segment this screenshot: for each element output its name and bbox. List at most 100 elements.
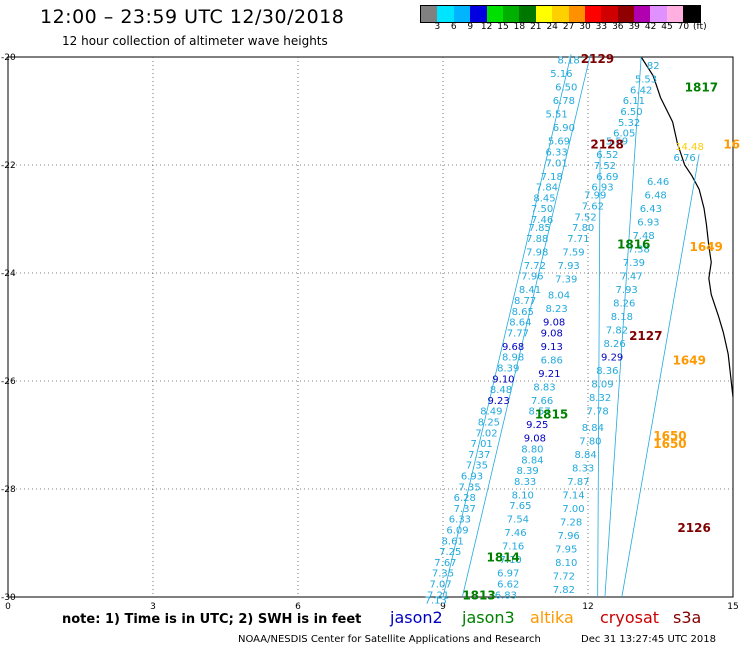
wave-height-value: 7.59	[562, 247, 584, 258]
coastline	[640, 56, 734, 398]
pass-id-label: 2126	[677, 521, 710, 535]
wave-height-value: 8.26	[613, 299, 635, 310]
color-scale-tick: 30	[579, 22, 591, 32]
wave-height-value: 8.84	[574, 450, 596, 461]
color-scale-tick: 70	[677, 22, 690, 32]
wave-height-value: 8.49	[480, 407, 502, 418]
wave-height-value: 5.69	[548, 137, 570, 148]
wave-height-value: 6.93	[461, 472, 483, 483]
wave-height-value: 8.36	[596, 366, 618, 377]
wave-height-value: 7.84	[536, 183, 558, 194]
wave-height-value: 7.35	[466, 461, 488, 472]
wave-height-value: 6.33	[449, 515, 471, 526]
wave-height-value: 8.57	[529, 407, 551, 418]
y-tick-label: -20	[1, 53, 16, 63]
wave-height-value: 6.86	[541, 355, 563, 366]
wave-height-value: 7.50	[531, 204, 553, 215]
track-line	[461, 54, 591, 598]
track-line	[597, 148, 601, 598]
wave-height-value: 7.54	[507, 515, 529, 526]
wave-height-value: 9.08	[524, 434, 546, 445]
pass-id-label: 1650	[653, 437, 686, 451]
wave-height-value: 7.67	[434, 558, 456, 569]
wave-height-value: 9.08	[541, 328, 563, 339]
wave-height-value: 8.61	[442, 536, 464, 547]
wave-height-value: 7.78	[587, 407, 609, 418]
wave-height-value: 6.48	[645, 191, 667, 202]
wave-height-value: 7.93	[558, 261, 580, 272]
wave-height-value: 6.05	[613, 129, 635, 140]
color-scale-tick: 42	[644, 22, 657, 32]
wave-height-value: 82	[647, 61, 660, 72]
x-tick-label: 15	[727, 602, 738, 612]
wave-height-value: 7.66	[531, 396, 553, 407]
wave-height-value: 8.80	[521, 445, 543, 456]
color-swatch	[535, 6, 553, 22]
wave-height-value: 6.11	[623, 96, 645, 107]
wave-height-value: 8.39	[497, 364, 519, 375]
pass-id-label: 1649	[673, 353, 706, 367]
track-line	[442, 54, 572, 598]
wave-height-value: 14.48	[675, 142, 704, 153]
y-tick-label: -26	[1, 377, 16, 387]
wave-height-value: 8.18	[558, 56, 580, 67]
wave-height-value: 6.46	[647, 177, 669, 188]
x-tick-label: 12	[582, 602, 593, 612]
wave-height-value: 8.10	[555, 558, 577, 569]
wave-height-value: 8.39	[516, 466, 538, 477]
color-swatch	[666, 6, 684, 22]
wave-height-value: 8.23	[545, 304, 567, 315]
color-swatch	[502, 6, 520, 22]
pass-id-label: 2127	[629, 329, 662, 343]
color-scale-tick: 24	[546, 22, 558, 32]
wave-height-value: 9.10	[492, 374, 514, 385]
wave-height-value: 8.77	[514, 296, 536, 307]
legend-cryosat: cryosat	[600, 608, 660, 627]
wave-height-value: 7.87	[567, 477, 589, 488]
wave-height-value: 7.21	[427, 590, 449, 601]
wave-height-value: 7.95	[555, 544, 577, 555]
wave-height-value: 7.35	[458, 482, 480, 493]
wave-height-value: 7.16	[502, 542, 524, 553]
wave-height-value: 7.07	[429, 580, 451, 591]
wave-height-value: 6.76	[674, 153, 696, 164]
wave-height-value: 9.29	[601, 353, 623, 364]
color-swatch	[486, 6, 503, 22]
wave-height-value: 6.33	[545, 148, 567, 159]
wave-height-value: 5.59	[606, 137, 628, 148]
wave-height-value: 6.43	[640, 204, 662, 215]
wave-height-value: 7.72	[553, 571, 575, 582]
wave-height-value: 8.33	[572, 463, 594, 474]
wave-height-value: 7.01	[471, 439, 493, 450]
map-title: 12:00 – 23:59 UTC 12/30/2018	[40, 6, 345, 28]
wave-height-value: 7.77	[507, 328, 529, 339]
legend-jason3: jason3	[462, 608, 515, 627]
wave-height-value: 7.18	[541, 172, 563, 183]
pass-id-label: 2128	[590, 137, 623, 151]
wave-height-value: 8.33	[514, 477, 536, 488]
wave-height-value: 7.39	[555, 274, 577, 285]
track-line	[621, 154, 700, 598]
y-tick-label: -30	[1, 593, 16, 603]
track-line	[604, 56, 642, 598]
wave-height-value: 7.93	[616, 285, 638, 296]
color-scale-tick: 39	[628, 22, 640, 32]
color-swatch	[617, 6, 635, 22]
color-swatch	[568, 6, 585, 22]
wave-height-value: 7.80	[579, 436, 601, 447]
wave-height-value: 8.98	[502, 353, 524, 364]
legend-note: note: 1) Time is in UTC; 2) SWH is in fe…	[62, 612, 362, 627]
wave-height-value: 7.96	[558, 531, 580, 542]
map-frame	[7, 56, 734, 598]
wave-height-value: 7.62	[582, 202, 604, 213]
wave-height-value: 8.25	[478, 418, 500, 429]
wave-height-value: 7.46	[531, 215, 553, 226]
wave-height-value: 6.28	[454, 493, 476, 504]
wave-height-value: 8.04	[548, 291, 570, 302]
wave-height-value: 8.65	[512, 307, 534, 318]
pass-id-label: 16-	[723, 137, 740, 151]
wave-height-value: 7.37	[468, 450, 490, 461]
color-scale-tick: 6	[450, 22, 457, 32]
color-scale-tick: 15	[497, 22, 509, 32]
